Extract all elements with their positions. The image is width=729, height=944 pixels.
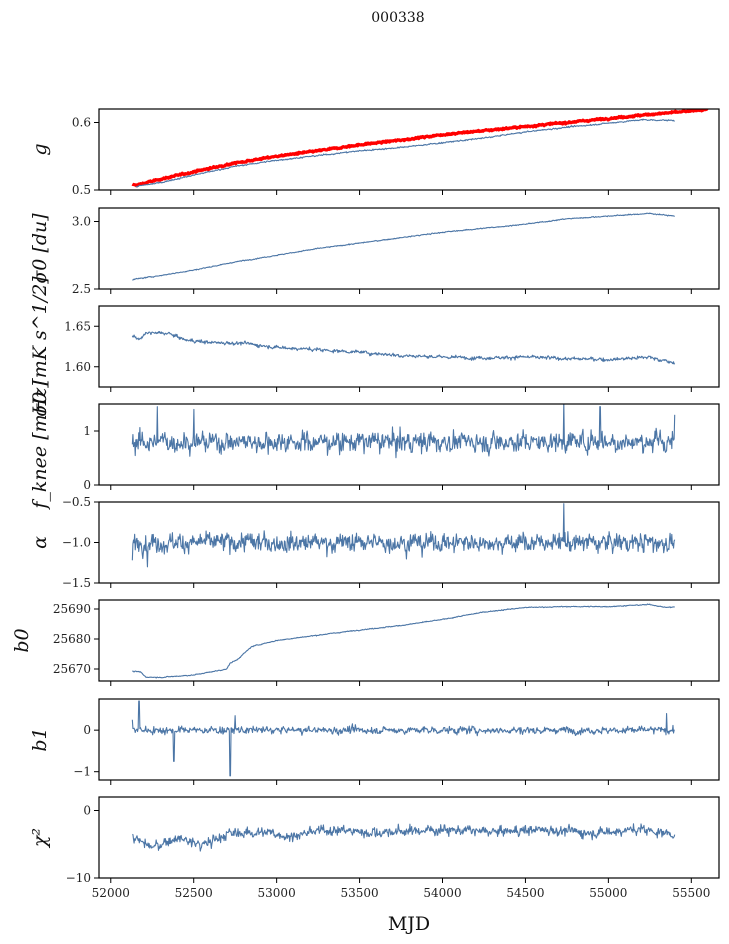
y-tick-label-b0: 25690	[53, 602, 91, 616]
panel-b1: −1 0 b1	[29, 698, 720, 785]
x-tick-label: 55500	[672, 886, 710, 900]
axes-frame-g	[98, 108, 720, 191]
y-tick-label-fknee: 1	[83, 424, 91, 438]
panels: 0.5 0.6 g 2.5 3.0 σ0 [du] 1.60 1.65 σ0 [mK s^1/2…	[11, 108, 720, 900]
y-axis-label-sigma0_mK: σ0 [mK s^1/2]	[29, 276, 51, 417]
panel-alpha: −1.5 −1.0 −0.5 α	[29, 495, 720, 590]
y-tick-label-chi2: 0	[83, 804, 91, 818]
panel-g: 0.5 0.6 g	[29, 108, 720, 197]
y-tick-label-g: 0.5	[72, 183, 91, 197]
series-line-fknee-0	[131, 404, 676, 459]
x-tick-label: 52000	[92, 886, 130, 900]
chart-title: 000338	[371, 10, 424, 26]
axes-frame-sigma0_mK	[98, 305, 720, 388]
y-tick-label-b1: −1	[73, 765, 91, 779]
series-line-g-1	[135, 118, 675, 188]
y-tick-label-sigma0_du: 3.0	[72, 215, 91, 229]
series-line-chi2-0	[132, 823, 676, 852]
panel-sigma0_du: 2.5 3.0 σ0 [du]	[29, 207, 720, 296]
y-tick-label-alpha: −1.0	[62, 536, 91, 550]
y-axis-label-alpha: α	[29, 536, 51, 549]
x-tick-label: 52500	[175, 886, 213, 900]
y-tick-label-alpha: −1.5	[62, 576, 91, 590]
x-tick-label: 53500	[340, 886, 378, 900]
y-tick-label-b1: 0	[83, 723, 91, 737]
y-tick-label-sigma0_du: 2.5	[72, 282, 91, 296]
series-line-g-0	[131, 109, 709, 188]
x-tick-label: 54000	[423, 886, 461, 900]
y-axis-label-fknee: f_knee [mHz]	[29, 380, 51, 511]
series-line-alpha-0	[131, 503, 676, 568]
y-tick-label-fknee: 0	[83, 478, 91, 492]
panel-chi2: −10 0 52000 52500 53000 53500 54000 54500 55000 5…	[29, 796, 720, 900]
y-tick-label-g: 0.6	[72, 116, 91, 130]
y-tick-label-sigma0_mK: 1.60	[64, 360, 91, 374]
series-line-sigma0_du-0	[132, 212, 675, 281]
y-tick-label-b0: 25670	[53, 662, 91, 676]
x-tick-label: 54500	[506, 886, 544, 900]
y-axis-label-sigma0_du: σ0 [du]	[29, 213, 51, 284]
x-tick-label: 55000	[589, 886, 627, 900]
x-axis-label: MJD	[388, 913, 430, 935]
axes-frame-chi2	[98, 796, 720, 879]
panel-sigma0_mK: 1.60 1.65 σ0 [mK s^1/2]	[29, 276, 720, 417]
axes-frame-sigma0_du	[98, 207, 720, 290]
y-axis-label-g: g	[29, 143, 51, 155]
y-axis-label-chi2: χ²	[29, 828, 51, 849]
x-tick-label: 53000	[258, 886, 296, 900]
y-axis-label-b1: b1	[29, 727, 51, 751]
y-tick-label-alpha: −0.5	[62, 495, 91, 509]
panel-b0: 25670 25680 25690 b0	[11, 599, 720, 686]
y-tick-label-chi2: −10	[66, 871, 91, 885]
y-tick-label-sigma0_mK: 1.65	[64, 319, 91, 333]
y-axis-label-b0: b0	[11, 628, 33, 652]
series-line-sigma0_mK-0	[131, 331, 676, 365]
series-line-b0-0	[132, 603, 675, 679]
series-line-b1-0	[131, 700, 675, 777]
y-tick-label-b0: 25680	[53, 632, 91, 646]
axes-frame-b0	[98, 599, 720, 682]
panel-fknee: 0 1 f_knee [mHz]	[29, 380, 720, 511]
axes-frame-fknee	[98, 403, 720, 486]
axes-frame-b1	[98, 698, 720, 781]
